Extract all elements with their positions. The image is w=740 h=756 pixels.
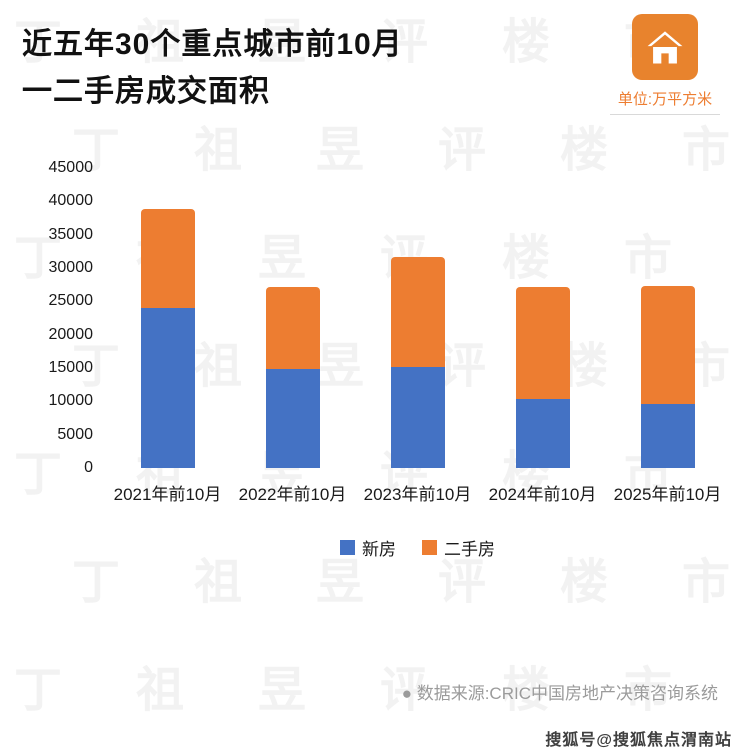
plot-area <box>105 168 730 468</box>
stacked-bar <box>140 209 195 468</box>
unit-label: 单位:万平方米 <box>610 88 720 115</box>
background-watermark-char: 昱 <box>258 664 307 717</box>
y-tick-label: 5000 <box>57 425 93 443</box>
stacked-bar <box>640 286 695 468</box>
bar-2024年前10月 <box>480 287 605 468</box>
bar-2023年前10月 <box>355 257 480 468</box>
legend-swatch <box>340 540 355 555</box>
chart: 0 5000 10000 15000 20000 25000 30000 35000 40000… <box>30 159 730 560</box>
legend-item-新房: 新房 <box>340 535 396 560</box>
x-axis: 2021年前10月 2022年前10月 2023年前10月 2024年前10月 2025… <box>105 480 730 505</box>
y-axis: 0 5000 10000 15000 20000 25000 30000 35000 40000… <box>30 159 105 476</box>
y-tick-label: 45000 <box>48 159 94 176</box>
bar-segment-二手房 <box>640 286 695 404</box>
x-tick-label: 2023年前10月 <box>363 485 472 504</box>
y-tick-label: 0 <box>84 459 93 476</box>
house-icon-glyph <box>647 31 683 64</box>
legend-label: 二手房 <box>444 540 495 559</box>
x-tick-label: 2025年前10月 <box>613 485 722 504</box>
bar-segment-新房 <box>640 404 695 468</box>
bar-2025年前10月 <box>605 286 730 468</box>
x-tick-label: 2024年前10月 <box>488 485 597 504</box>
y-tick-label: 15000 <box>48 359 94 376</box>
legend: 新房 二手房 <box>105 535 730 560</box>
y-tick-label: 35000 <box>48 225 94 243</box>
header-right: 单位:万平方米 <box>610 14 720 115</box>
sohu-watermark: 搜狐号@搜狐焦点渭南站 <box>545 732 732 749</box>
bar-segment-新房 <box>515 398 570 468</box>
bar-segment-二手房 <box>390 257 445 368</box>
bar-segment-二手房 <box>140 209 195 308</box>
page-title-line2: 一二手房成交面积 <box>22 74 270 108</box>
y-tick-label: 25000 <box>48 292 94 310</box>
y-tick-label: 20000 <box>48 325 94 343</box>
house-icon <box>632 14 698 80</box>
bar-2021年前10月 <box>105 209 230 468</box>
stacked-bar <box>390 257 445 468</box>
bar-segment-新房 <box>390 367 445 468</box>
y-tick-label: 30000 <box>48 259 94 276</box>
header: 近五年30个重点城市前10月 一二手房成交面积 <box>22 22 600 115</box>
x-tick-label: 2022年前10月 <box>238 485 347 504</box>
bar-segment-二手房 <box>515 287 570 399</box>
x-tick-label: 2021年前10月 <box>113 485 222 504</box>
y-tick-label: 10000 <box>48 392 94 410</box>
legend-swatch <box>422 540 437 555</box>
background-watermark-char: 祖 <box>136 664 185 717</box>
stacked-bar <box>515 287 570 468</box>
legend-item-二手房: 二手房 <box>422 535 495 560</box>
data-source: ● 数据来源:CRIC中国房地产决策咨询系统 <box>401 684 718 703</box>
bar-segment-新房 <box>265 369 320 468</box>
bar-2022年前10月 <box>230 287 355 468</box>
background-watermark-char: 丁 <box>14 664 63 717</box>
bar-segment-二手房 <box>265 287 320 370</box>
stacked-bar <box>265 287 320 468</box>
page-title-line1: 近五年30个重点城市前10月 <box>22 28 403 61</box>
bar-segment-新房 <box>140 308 195 468</box>
legend-label: 新房 <box>362 540 396 559</box>
y-tick-label: 40000 <box>48 192 94 210</box>
